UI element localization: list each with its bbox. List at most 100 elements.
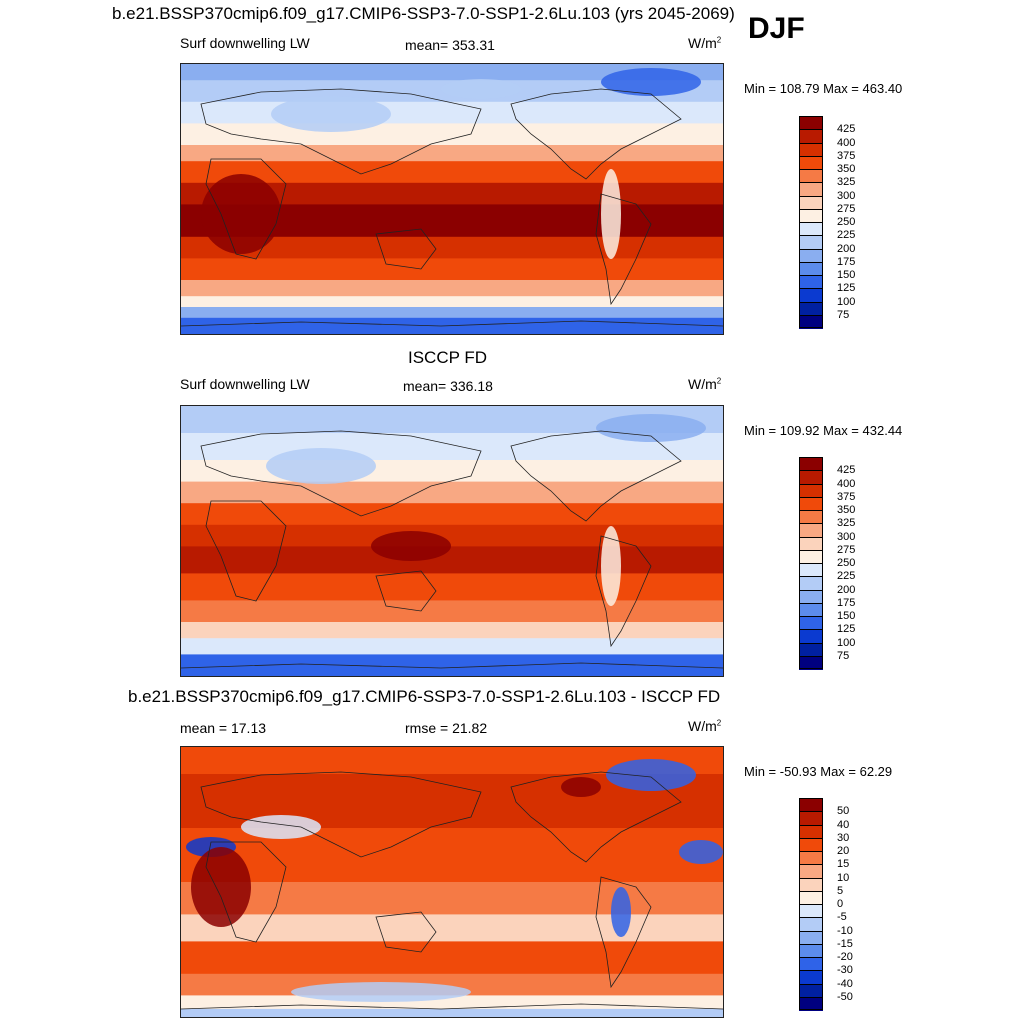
map-band [181, 236, 723, 260]
colorbar-swatch [799, 470, 823, 484]
colorbar-tick-label: 400 [837, 136, 856, 149]
coastline [375, 911, 437, 953]
colorbar-swatch [799, 642, 823, 657]
colorbar-swatch [799, 629, 823, 643]
map-band [181, 1008, 723, 1017]
map-anomaly [241, 815, 321, 839]
colorbar-tick-label: 5 [837, 884, 844, 897]
colorbar-tick-label: 125 [837, 282, 856, 295]
map-anomaly [191, 847, 251, 927]
colorbar-swatch [799, 563, 823, 577]
colorbar-swatch [799, 314, 823, 329]
colorbar-swatch [799, 904, 823, 918]
colorbar-frame [799, 457, 823, 669]
map-anomaly [611, 887, 631, 937]
colorbar-swatch [799, 943, 823, 958]
coastline [200, 430, 482, 517]
colorbar-swatch [799, 222, 823, 236]
map-band [181, 64, 723, 82]
colorbar-tick-label: 350 [837, 504, 856, 516]
panel-2-variable-label: Surf downwelling LW [180, 376, 310, 392]
coastline [510, 771, 682, 863]
colorbar-tick-label: 100 [837, 636, 856, 649]
colorbar-swatch [799, 129, 823, 143]
colorbar-swatch [799, 837, 823, 852]
panel-1-minmax-label: Min = 108.79 Max = 463.40 [744, 81, 903, 96]
coastline [375, 570, 437, 612]
colorbar-swatch [799, 864, 823, 878]
map-anomaly [271, 96, 391, 132]
coastline [200, 771, 482, 858]
map-band [181, 622, 723, 640]
panel-1-map [180, 63, 724, 335]
colorbar-swatch [799, 155, 823, 170]
map-anomaly [291, 982, 471, 1002]
panel-2-map [180, 405, 724, 677]
map-band [181, 524, 723, 548]
coastline [510, 88, 682, 180]
colorbar-tick-label: 275 [837, 543, 856, 556]
map-band [181, 460, 723, 483]
map-band [181, 258, 723, 281]
coastline [375, 228, 437, 270]
colorbar-swatch [799, 208, 823, 223]
map-band [181, 941, 723, 975]
map-band [181, 481, 723, 505]
colorbar-swatch [799, 288, 823, 302]
panel-1-mean-label: mean= 353.31 [405, 37, 495, 53]
map-band [181, 995, 723, 1010]
map-band [181, 101, 723, 125]
coastline [510, 430, 682, 522]
colorbar-swatch [799, 824, 823, 839]
colorbar-swatch [799, 983, 823, 998]
map-band [181, 600, 723, 623]
colorbar-swatch [799, 549, 823, 564]
map-band [181, 280, 723, 298]
panel-1-units-label: W/m2 [688, 35, 722, 51]
colorbar-tick-label: 350 [837, 163, 856, 175]
map-band [181, 914, 723, 943]
colorbar-tick-label: 175 [837, 255, 856, 268]
colorbar-tick-label: 15 [837, 858, 850, 871]
colorbar-swatch [799, 496, 823, 511]
colorbar-frame [799, 798, 823, 1010]
colorbar-tick-label: 0 [837, 898, 844, 910]
map-band [181, 654, 723, 676]
colorbar-swatch [799, 996, 823, 1011]
colorbar-tick-label: 200 [837, 583, 856, 596]
colorbar-tick-label: 200 [837, 242, 856, 255]
colorbar-tick-label: 375 [837, 490, 856, 503]
map-anomaly [601, 169, 621, 259]
colorbar-swatch [799, 142, 823, 157]
colorbar-swatch [799, 957, 823, 971]
map-band [181, 546, 723, 575]
panel-1-variable-label: Surf downwelling LW [180, 35, 310, 51]
panel-2-title: ISCCP FD [408, 348, 488, 367]
colorbar-swatch [799, 536, 823, 551]
colorbar-tick-label: 20 [837, 845, 850, 857]
colorbar-tick-label: 250 [837, 557, 856, 569]
map-anomaly [606, 759, 696, 791]
colorbar-tick-label: 150 [837, 610, 856, 622]
panel-3-map [180, 746, 724, 1018]
panel-3-mean-label: mean = 17.13 [180, 720, 267, 736]
map-anomaly [679, 840, 723, 864]
map-band [181, 161, 723, 184]
coastline [200, 88, 482, 175]
colorbar-tick-label: 150 [837, 269, 856, 281]
colorbar-swatch [799, 811, 823, 825]
panel-2-map-plot [181, 406, 723, 676]
map-band [181, 145, 723, 163]
colorbar-tick-label: -15 [837, 937, 853, 950]
panel-3-minmax-label: Min = -50.93 Max = 62.29 [744, 764, 893, 779]
colorbar-tick-label: 325 [837, 176, 856, 189]
colorbar-tick-label: 75 [837, 308, 850, 321]
panel-3-units-label: W/m2 [688, 718, 722, 734]
colorbar-tick-label: 75 [837, 649, 850, 662]
map-band [181, 573, 723, 602]
map-band [181, 503, 723, 526]
map-band [181, 307, 723, 319]
colorbar-swatch [799, 182, 823, 196]
colorbar-tick-label: 225 [837, 229, 856, 242]
coastline [595, 535, 652, 648]
